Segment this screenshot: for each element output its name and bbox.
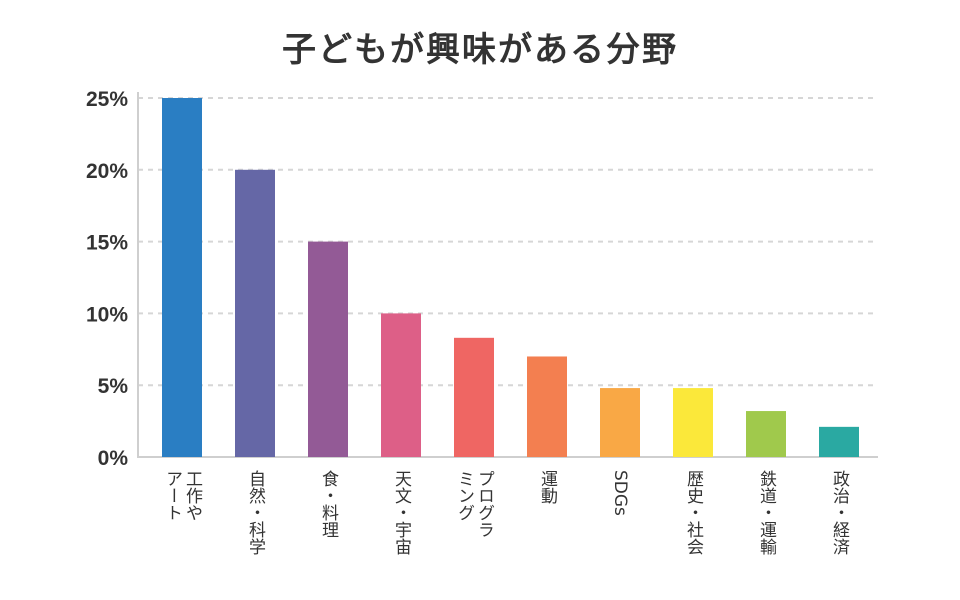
y-tick-label: 0% <box>98 447 129 470</box>
bar <box>454 337 494 457</box>
y-tick-label: 5% <box>98 375 129 398</box>
bar <box>162 98 202 457</box>
category-label: ミング <box>454 470 474 521</box>
category-label: 食・料理 <box>318 470 339 538</box>
bar <box>819 426 859 457</box>
y-tick-label: 10% <box>86 303 128 326</box>
y-tick-label: 20% <box>86 160 128 183</box>
y-tick-label: 25% <box>86 88 128 111</box>
category-label: 自然・科学 <box>245 470 266 555</box>
bar <box>600 388 640 457</box>
bar <box>235 169 275 458</box>
bar <box>673 388 713 457</box>
bar <box>527 356 567 457</box>
category-label: プログラ <box>474 470 494 538</box>
category-label: 鉄道・運輸 <box>756 470 777 556</box>
category-label: 運動 <box>537 470 558 505</box>
y-tick-label: 15% <box>86 232 128 255</box>
chart-title: 子どもが興味がある分野 <box>282 30 678 70</box>
bar <box>308 241 348 457</box>
category-label: アート <box>162 470 182 521</box>
category-label: 政治・経済 <box>829 470 850 555</box>
category-label: SDGs <box>610 470 630 516</box>
bar <box>746 411 786 457</box>
category-label: 工作や <box>182 470 203 521</box>
bar <box>381 313 421 457</box>
bars <box>162 98 859 458</box>
y-tick-labels: 0% 5% 10% 15% 20% 25% <box>86 88 128 470</box>
category-label: 歴史・社会 <box>683 470 704 555</box>
category-label: 天文・宇宙 <box>391 470 412 555</box>
